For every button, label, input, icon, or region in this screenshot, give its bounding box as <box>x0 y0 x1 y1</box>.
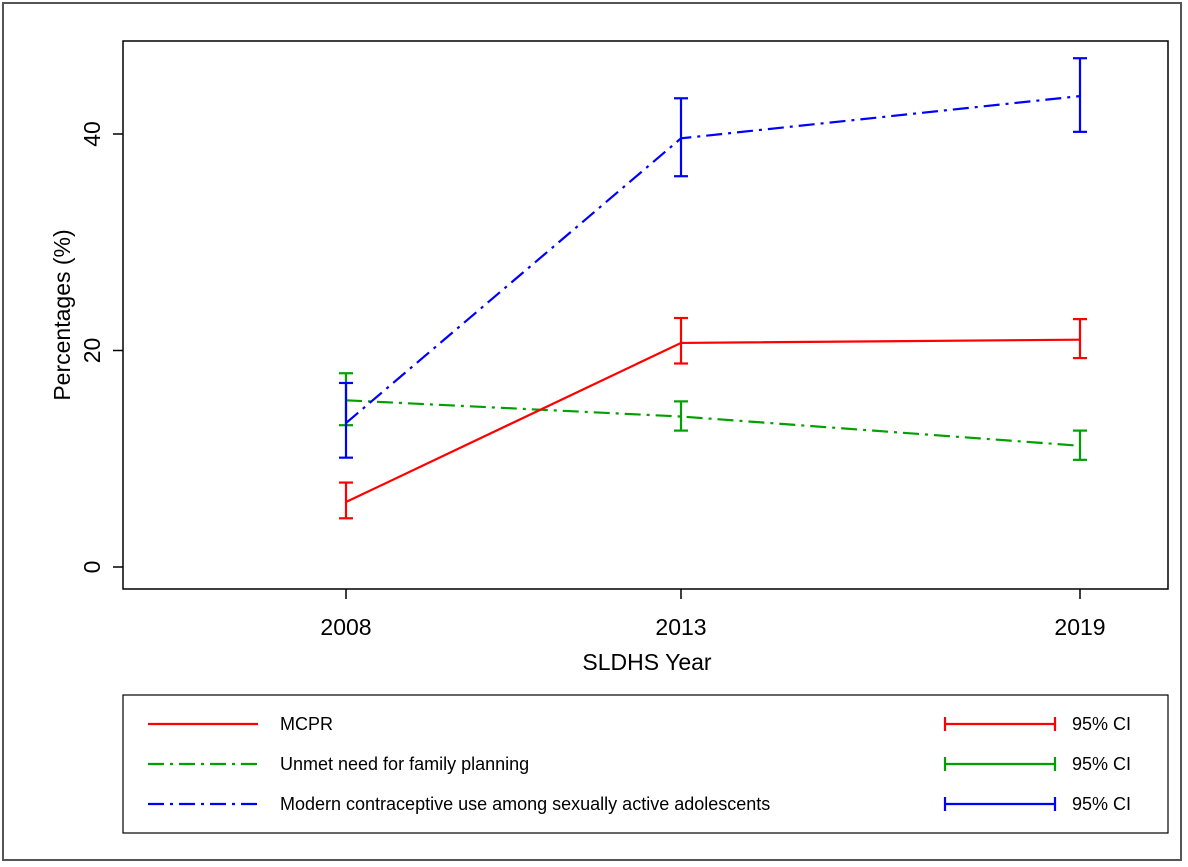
error-bars <box>339 57 1087 520</box>
legend-ci-label-1: 95% CI <box>1072 754 1131 774</box>
error-bar-series-0-point-2 <box>1073 318 1087 360</box>
y-tick-label: 20 <box>79 338 105 364</box>
legend-label-2: Modern contraceptive use among sexually … <box>280 794 770 814</box>
series-line-1 <box>345 399 1081 447</box>
x-tick-label: 2019 <box>1054 614 1105 640</box>
error-bar-series-0-point-1 <box>674 316 688 365</box>
legend-ci-label-0: 95% CI <box>1072 714 1131 734</box>
y-tick-label: 40 <box>79 121 105 147</box>
legend-label-1: Unmet need for family planning <box>280 754 529 774</box>
axes: 0 20 40 2008 2013 2019 <box>79 121 1106 640</box>
plot-area <box>122 40 1169 590</box>
y-tick-label: 0 <box>79 561 105 574</box>
error-bar-series-0-point-0 <box>339 481 353 520</box>
error-bar-series-1-point-1 <box>674 400 688 432</box>
error-bar-series-2-point-1 <box>674 97 688 178</box>
x-tick-label: 2013 <box>655 614 706 640</box>
legend-ci-label-2: 95% CI <box>1072 794 1131 814</box>
error-bar-series-1-point-2 <box>1073 429 1087 461</box>
x-axis-title: SLDHS Year <box>582 649 711 675</box>
x-tick-label: 2008 <box>320 614 371 640</box>
error-bar-series-2-point-2 <box>1073 57 1087 133</box>
legend: MCPR 95% CI Unmet need for family planning… <box>148 714 1131 814</box>
error-bar-series-2-point-0 <box>339 381 353 459</box>
y-axis-title: Percentages (%) <box>49 229 75 400</box>
legend-label-0: MCPR <box>280 714 333 734</box>
